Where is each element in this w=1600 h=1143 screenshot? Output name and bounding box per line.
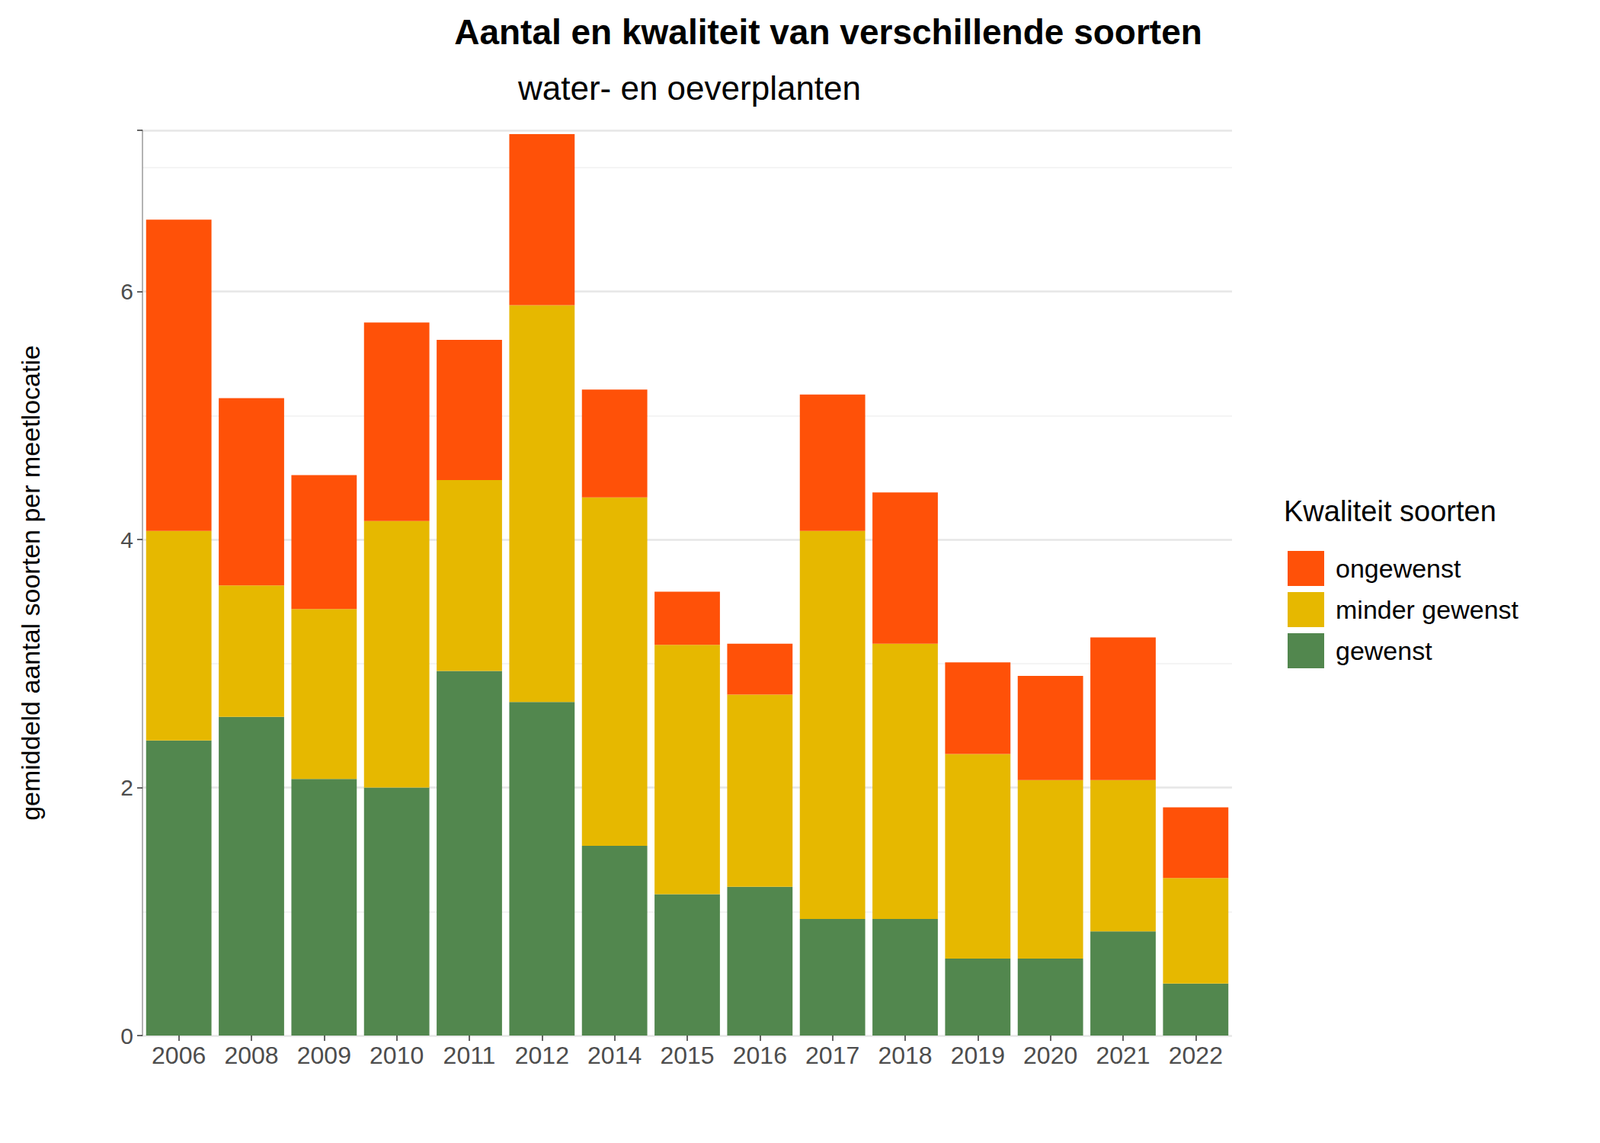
svg-text:2006: 2006 [151, 1041, 206, 1069]
svg-text:2012: 2012 [515, 1041, 570, 1069]
svg-text:2016: 2016 [732, 1041, 788, 1069]
svg-text:2008: 2008 [224, 1041, 279, 1069]
svg-text:2014: 2014 [587, 1041, 642, 1069]
svg-text:water- en oeverplanten: water- en oeverplanten [517, 69, 861, 107]
svg-text:2021: 2021 [1095, 1041, 1150, 1069]
svg-text:ongewenst: ongewenst [1335, 553, 1462, 583]
svg-text:2009: 2009 [297, 1041, 352, 1069]
svg-text:2020: 2020 [1023, 1041, 1078, 1069]
svg-text:gewenst: gewenst [1335, 636, 1433, 666]
svg-text:gemiddeld aantal soorten per m: gemiddeld aantal soorten per meetlocatie [16, 345, 45, 821]
svg-text:2011: 2011 [443, 1041, 496, 1069]
svg-text:6: 6 [120, 278, 134, 304]
svg-text:2: 2 [120, 774, 134, 800]
svg-text:minder gewenst: minder gewenst [1335, 595, 1520, 624]
svg-text:Kwaliteit soorten: Kwaliteit soorten [1283, 495, 1497, 528]
svg-text:2017: 2017 [805, 1041, 860, 1069]
svg-text:4: 4 [120, 527, 134, 553]
svg-text:Aantal en kwaliteit van versch: Aantal en kwaliteit van verschillende so… [454, 12, 1203, 52]
svg-text:2018: 2018 [877, 1041, 932, 1069]
svg-text:2019: 2019 [950, 1041, 1005, 1069]
svg-text:2022: 2022 [1168, 1041, 1223, 1069]
svg-text:0: 0 [120, 1023, 134, 1049]
svg-text:2015: 2015 [659, 1041, 714, 1069]
svg-text:2010: 2010 [369, 1041, 424, 1069]
